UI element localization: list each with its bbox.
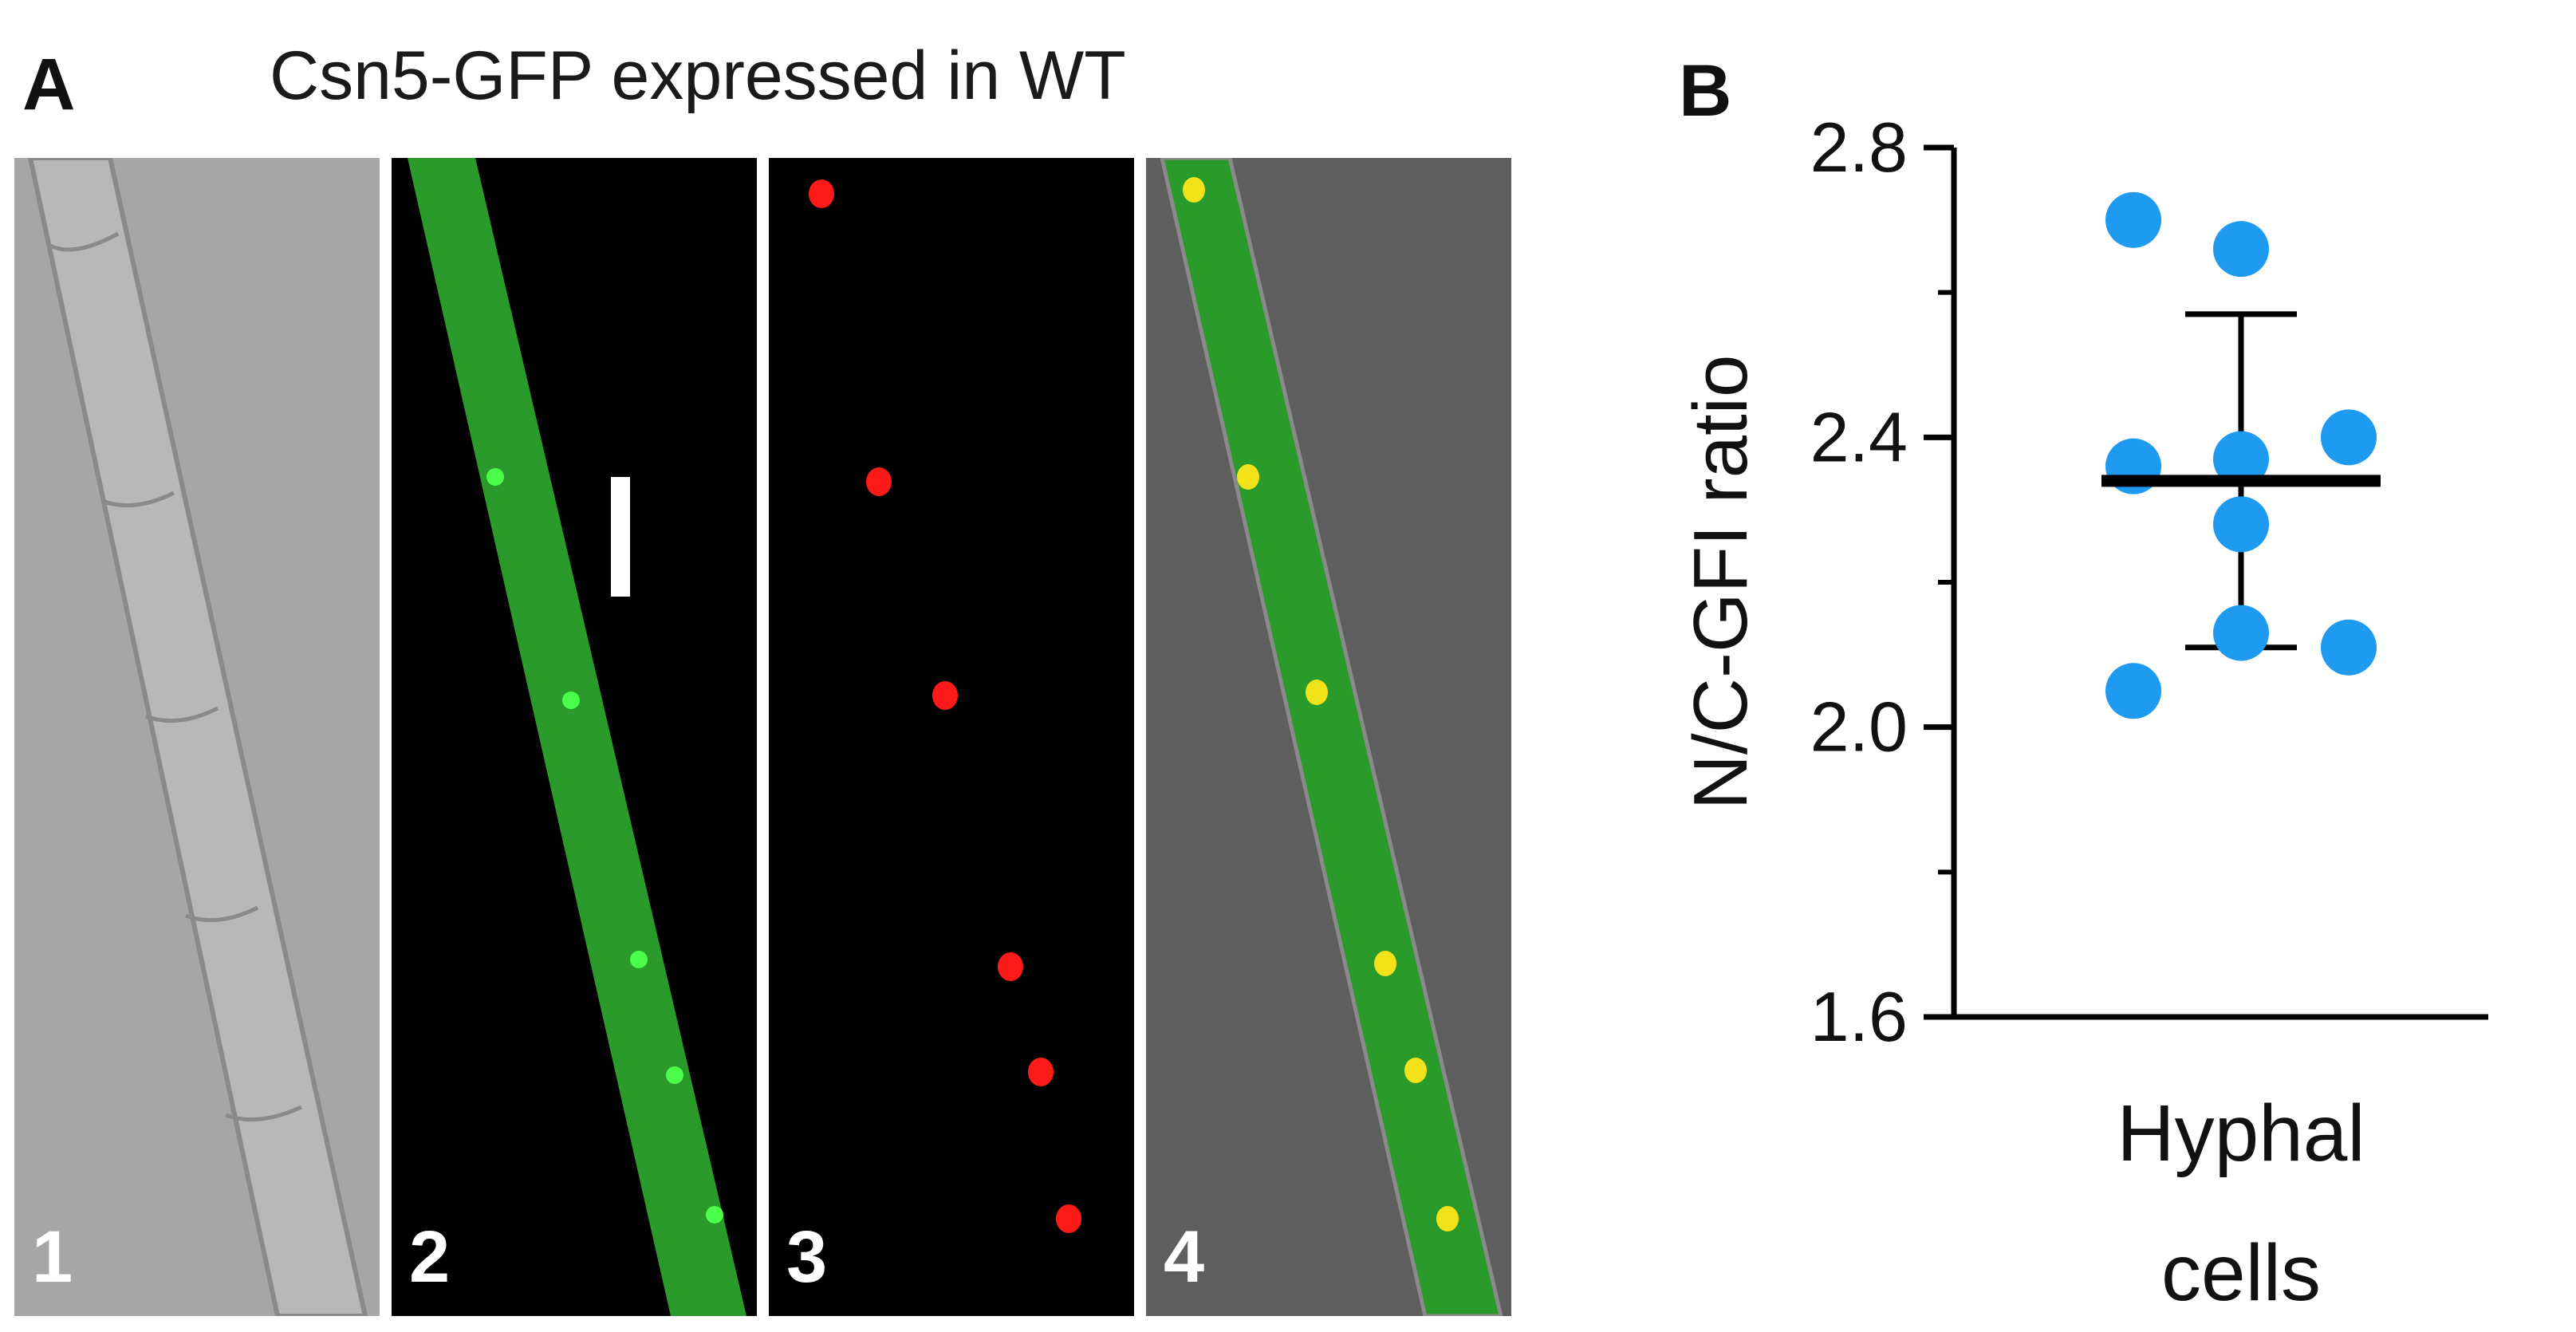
data-point [2321,409,2377,466]
merge-hypha-drawing [1146,158,1511,1316]
data-point [2213,496,2269,553]
data-point [2213,431,2269,487]
image-label-3: 3 [786,1216,828,1298]
panel-a-letter: A [22,44,76,125]
panel-b-letter: B [1679,50,1732,132]
micrograph-gfp: 2 [392,158,757,1316]
micrograph-merge: 4 [1146,158,1511,1316]
scale-bar [611,477,630,597]
gfp-hypha-drawing [392,158,757,1316]
micrograph-brightfield: 1 [14,158,380,1316]
y-tick-label: 2.0 [1810,688,1908,766]
red-nuclei-drawing [769,158,1134,1316]
y-tick-label: 2.8 [1810,108,1908,187]
panel-a-title: Csn5-GFP expressed in WT [270,37,1126,114]
x-category-label-line: Hyphal [2117,1089,2365,1178]
data-point [2213,221,2269,278]
x-category-label-line: cells [2161,1228,2321,1318]
image-label-2: 2 [409,1216,451,1298]
y-tick-label: 1.6 [1810,977,1908,1056]
scatter-chart: 1.6 2.0 2.4 2.8 N/C-GFI ratio Hyphal cells [1627,0,2576,1328]
image-label-1: 1 [32,1216,73,1298]
data-point [2105,191,2161,248]
data-point [2105,663,2161,719]
chart-svg: 1.6 2.0 2.4 2.8 N/C-GFI ratio Hyphal cells [1678,108,2488,1318]
image-label-4: 4 [1164,1216,1205,1298]
micrograph-red: 3 [769,158,1134,1316]
data-point [2213,605,2269,661]
brightfield-hypha-drawing [14,158,380,1316]
y-tick-label: 2.4 [1810,397,1908,476]
data-point [2321,619,2377,676]
y-axis-label: N/C-GFI ratio [1678,355,1763,810]
